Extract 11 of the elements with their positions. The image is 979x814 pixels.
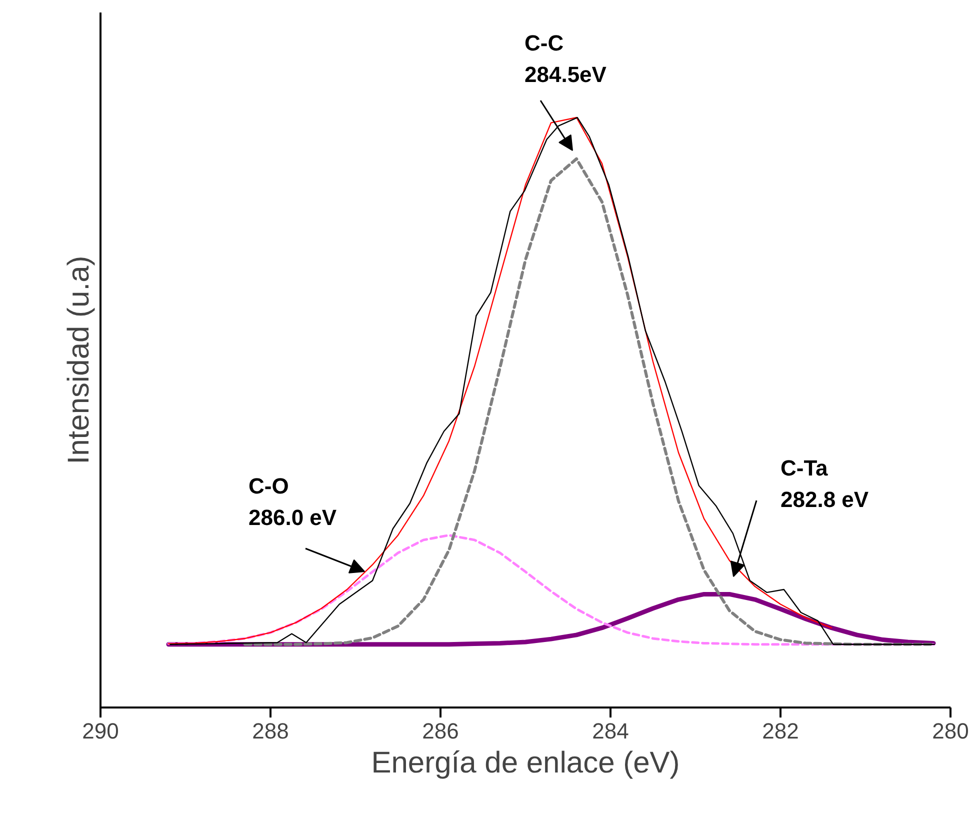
x-tick-label: 286 xyxy=(422,718,459,744)
annotation: C-O 286.0 eV xyxy=(248,474,337,530)
x-tick-label: 290 xyxy=(82,718,119,744)
text: C-C 284.5eV xyxy=(524,30,607,87)
y-axis-title: Intensidad (u.a) xyxy=(62,256,96,464)
x-tick-label: 280 xyxy=(932,718,969,744)
x-tick-label: 284 xyxy=(592,718,629,744)
x-tick-label: 282 xyxy=(762,718,799,744)
x-tick-label: 288 xyxy=(252,718,289,744)
x-axis-title: Energía de enlace (eV) xyxy=(371,746,680,780)
annotation: C-Ta 282.8 eV xyxy=(780,456,869,512)
